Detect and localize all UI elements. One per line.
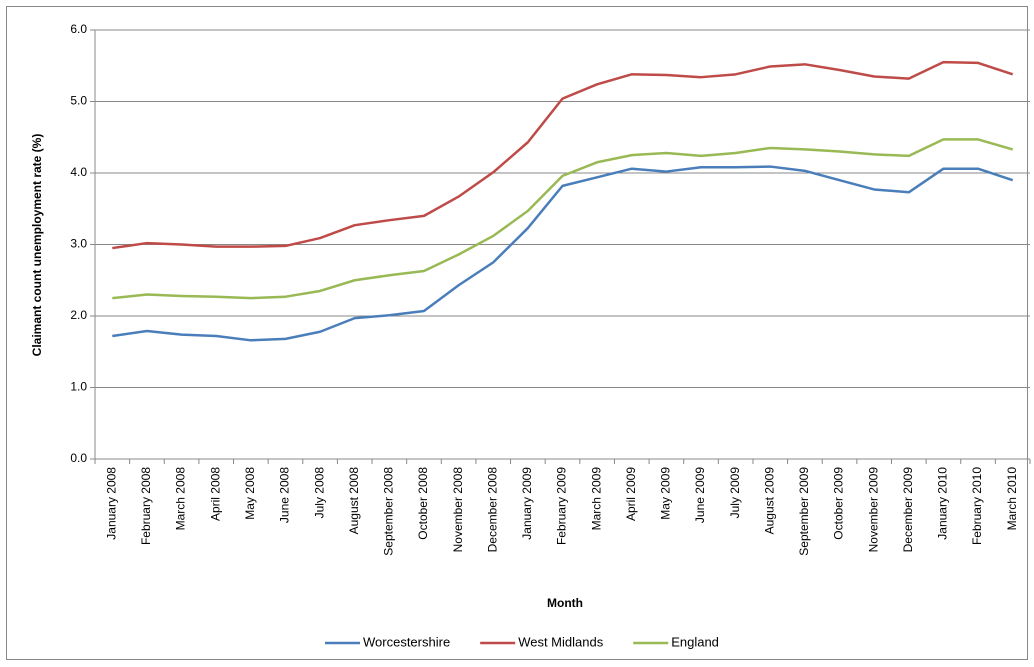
x-tick-label: February 2008 [139, 467, 153, 545]
x-tick-label: August 2009 [762, 467, 776, 535]
x-tick-label: December 2009 [901, 467, 915, 553]
x-tick-label: July 2009 [728, 467, 742, 519]
x-tick-label: March 2010 [1005, 467, 1019, 531]
x-tick-label: February 2010 [970, 467, 984, 545]
legend-label: Worcestershire [363, 634, 450, 649]
x-tick-label: May 2009 [659, 467, 673, 520]
series-line [112, 138, 1014, 300]
series-line [112, 165, 1014, 342]
x-tick-label: January 2008 [104, 467, 118, 540]
series-line [112, 60, 1014, 250]
y-tick-label: 1.0 [70, 380, 87, 394]
x-tick-label: December 2008 [485, 467, 499, 553]
x-tick-label: July 2008 [312, 467, 326, 519]
x-tick-label: March 2009 [589, 467, 603, 531]
x-tick-label: January 2010 [936, 467, 950, 540]
x-tick-label: September 2008 [382, 467, 396, 556]
x-tick-label: August 2008 [347, 467, 361, 535]
legend-label: West Midlands [518, 634, 604, 649]
x-tick-label: May 2008 [243, 467, 257, 520]
y-tick-label: 0.0 [70, 451, 87, 465]
x-tick-label: October 2008 [416, 467, 430, 540]
x-axis-title: Month [547, 596, 583, 610]
x-tick-label: February 2009 [555, 467, 569, 545]
x-tick-label: November 2008 [451, 467, 465, 553]
x-tick-label: November 2009 [866, 467, 880, 553]
y-axis-title: Claimant count unemployment rate (%) [30, 134, 44, 357]
y-tick-label: 5.0 [70, 94, 87, 108]
x-tick-label: January 2009 [520, 467, 534, 540]
y-tick-label: 4.0 [70, 165, 87, 179]
x-tick-label: March 2008 [174, 467, 188, 531]
x-tick-label: April 2009 [624, 467, 638, 521]
x-tick-label: October 2009 [832, 467, 846, 540]
x-tick-label: September 2009 [797, 467, 811, 556]
x-tick-label: April 2008 [208, 467, 222, 521]
legend-label: England [671, 634, 719, 649]
y-tick-label: 3.0 [70, 237, 87, 251]
x-tick-label: June 2009 [693, 467, 707, 523]
x-tick-label: June 2008 [278, 467, 292, 523]
y-tick-label: 2.0 [70, 308, 87, 322]
y-tick-label: 6.0 [70, 22, 87, 36]
